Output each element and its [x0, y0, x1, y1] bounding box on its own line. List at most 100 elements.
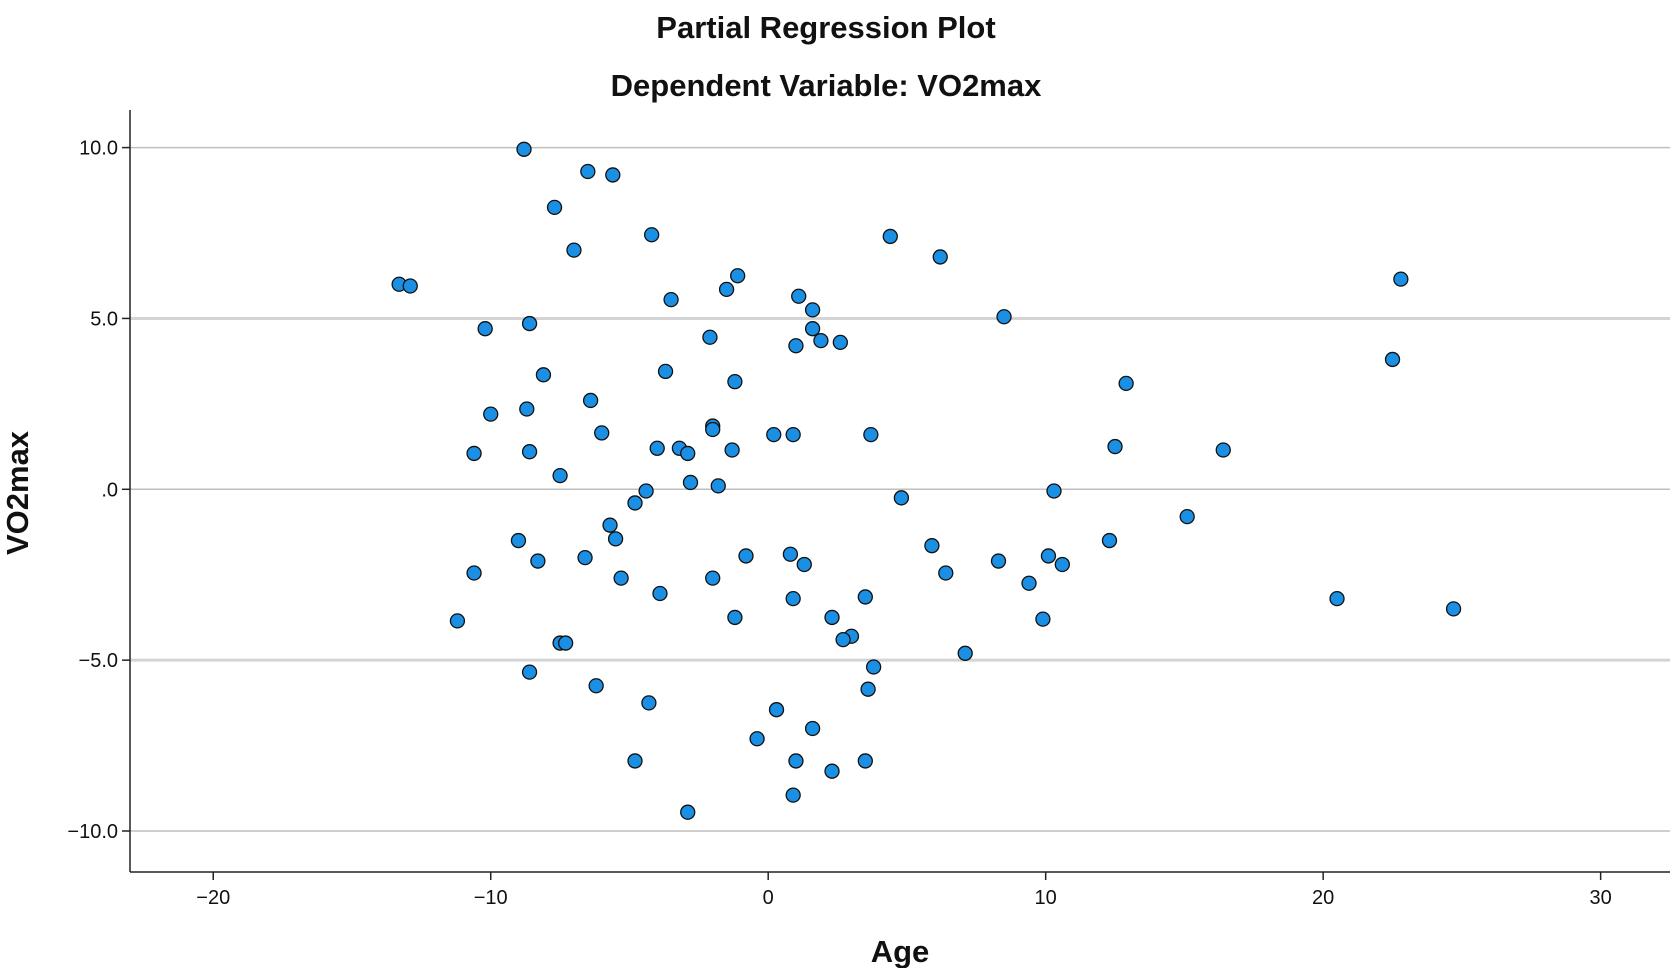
- data-point: [782, 546, 799, 562]
- data-point: [804, 302, 821, 318]
- data-point: [860, 681, 876, 697]
- data-point: [1384, 351, 1401, 368]
- data-point: [566, 242, 582, 258]
- data-point: [832, 334, 848, 351]
- data-point: [1021, 575, 1037, 591]
- data-point: [738, 548, 754, 564]
- data-point: [882, 228, 898, 245]
- data-point: [1329, 590, 1345, 607]
- y-tick-label: .0: [101, 479, 118, 501]
- data-point: [705, 421, 721, 438]
- y-tick-label: −5.0: [79, 650, 118, 672]
- data-point: [644, 227, 660, 243]
- data-point: [649, 440, 665, 456]
- axes: [129, 110, 1670, 873]
- data-point: [552, 467, 568, 484]
- data-point: [530, 553, 546, 569]
- data-point: [521, 664, 538, 680]
- data-point: [466, 445, 482, 462]
- data-point: [627, 753, 643, 769]
- data-point: [957, 645, 973, 661]
- y-tick-label: 10.0: [79, 138, 118, 160]
- data-point: [785, 787, 801, 803]
- data-point: [588, 678, 604, 694]
- data-point: [702, 329, 718, 345]
- data-point: [1035, 611, 1051, 627]
- data-point: [1179, 508, 1195, 525]
- chart-subtitle: Dependent Variable: VO2max: [611, 68, 1042, 103]
- data-point: [663, 291, 679, 308]
- y-axis-title: VO2max: [0, 430, 35, 555]
- data-point: [824, 763, 840, 779]
- data-point: [718, 281, 735, 298]
- y-ticks: 10.0 5.0 .0 −5.0 −10.0: [67, 138, 130, 843]
- data-point: [607, 531, 624, 547]
- data-point: [857, 753, 873, 769]
- data-point: [791, 288, 807, 304]
- data-point: [705, 570, 721, 586]
- data-point: [613, 570, 629, 586]
- data-point: [546, 199, 563, 216]
- data-point: [796, 556, 812, 573]
- data-point: [602, 517, 618, 533]
- data-point: [835, 631, 851, 648]
- x-tick-label: 0: [763, 887, 774, 909]
- data-point: [521, 444, 538, 460]
- data-point: [657, 363, 674, 380]
- data-point: [938, 565, 954, 581]
- data-point: [449, 613, 466, 629]
- data-point: [594, 425, 610, 441]
- x-tick-label: 20: [1312, 887, 1334, 909]
- data-point: [813, 333, 829, 349]
- data-point: [682, 474, 699, 491]
- x-tick-label: −20: [196, 887, 230, 909]
- data-point: [521, 315, 538, 332]
- data-point: [1107, 438, 1123, 455]
- data-point: [535, 367, 552, 383]
- data-point: [652, 585, 668, 602]
- data-point: [1393, 271, 1409, 287]
- x-tick-label: −10: [474, 887, 508, 909]
- data-points: [391, 141, 1462, 820]
- data-point: [996, 309, 1012, 325]
- data-point: [804, 720, 821, 737]
- data-point: [641, 695, 657, 711]
- data-point: [766, 426, 782, 443]
- gridlines: [130, 146, 1670, 832]
- data-point: [510, 532, 527, 549]
- data-point: [749, 731, 765, 747]
- data-point: [1215, 442, 1231, 458]
- data-point: [932, 249, 948, 265]
- x-ticks: −20 −10 0 10 20 30: [196, 872, 1612, 909]
- data-point: [710, 478, 726, 494]
- data-point: [516, 141, 532, 157]
- data-point: [577, 549, 593, 566]
- data-point: [990, 553, 1007, 569]
- data-point: [402, 278, 418, 294]
- data-point: [824, 609, 840, 626]
- x-tick-label: 30: [1590, 887, 1612, 909]
- y-tick-label: −10.0: [67, 821, 118, 843]
- data-point: [519, 401, 535, 417]
- data-point: [727, 609, 743, 626]
- data-point: [1445, 601, 1462, 617]
- x-axis-title: Age: [871, 934, 930, 968]
- data-point: [680, 445, 696, 462]
- data-point: [466, 565, 482, 581]
- data-point: [680, 804, 696, 820]
- data-point: [785, 426, 801, 443]
- data-point: [727, 374, 743, 390]
- y-tick-label: 5.0: [90, 308, 118, 330]
- data-point: [857, 589, 873, 605]
- data-point: [788, 753, 804, 769]
- data-point: [477, 321, 493, 337]
- data-point: [1054, 556, 1070, 573]
- data-point: [730, 268, 746, 284]
- data-point: [804, 321, 821, 337]
- data-point: [768, 702, 785, 718]
- data-point: [483, 406, 499, 422]
- chart-title: Partial Regression Plot: [656, 10, 995, 45]
- data-point: [605, 167, 621, 183]
- data-point: [1101, 532, 1118, 549]
